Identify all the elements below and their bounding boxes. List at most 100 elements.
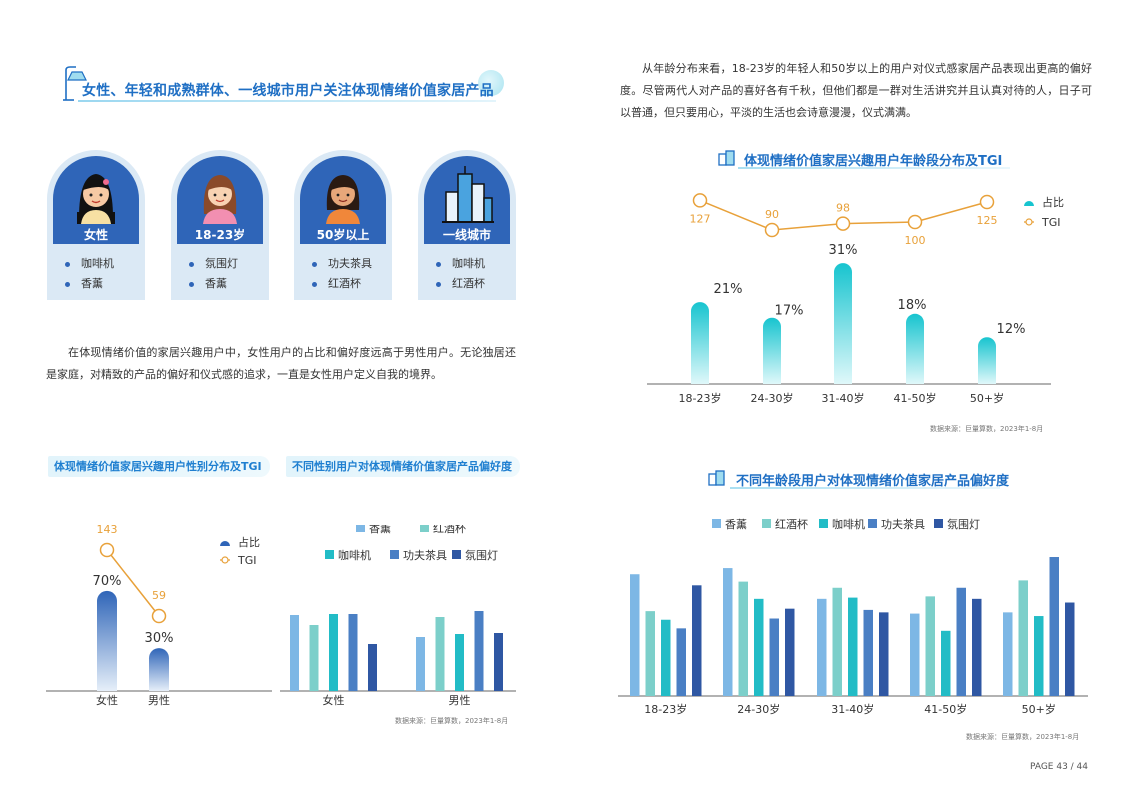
preference-bar: [630, 574, 640, 696]
left-paragraph: 在体现情绪价值的家居兴趣用户中，女性用户的占比和偏好度远高于男性用户。无论独居还…: [46, 346, 516, 381]
x-tick-label: 31-40岁: [831, 702, 874, 716]
share-bar: [149, 648, 169, 691]
preference-bar: [348, 614, 358, 691]
legend-label: 香薰: [725, 517, 747, 531]
building-icon: [708, 470, 725, 486]
right-paragraph: 从年龄分布来看，18-23岁的年轻人和50岁以上的用户对仪式感家居产品表现出更高…: [620, 62, 1092, 119]
persona-name: 一线城市: [442, 228, 491, 242]
legend-label: 占比: [238, 535, 260, 549]
gender-share-chart: 70% 女性 30% 男性 143 59 占比 TGI: [46, 523, 272, 707]
preference-bar: [832, 587, 842, 696]
legend-label: TGI: [237, 554, 257, 567]
legend-label: 氛围灯: [947, 518, 980, 531]
x-tick-label: 41-50岁: [924, 702, 967, 716]
x-tick-label: 24-30岁: [751, 391, 794, 405]
title-underline: [78, 100, 496, 102]
tgi-line: [106, 549, 160, 617]
city-buildings-icon: [442, 166, 494, 223]
legend-swatch: [356, 525, 365, 532]
legend-tgi-swatch: [1025, 218, 1033, 226]
chart1-title: 体现情绪价值家居兴趣用户性别分布及TGI: [48, 456, 270, 477]
x-tick-label: 50+岁: [970, 391, 1004, 405]
persona-item: 红酒杯: [436, 274, 485, 294]
preference-bar: [661, 619, 671, 696]
share-bar: [691, 302, 709, 384]
persona-item: 香薰: [189, 274, 238, 294]
x-tick-label: 24-30岁: [737, 702, 780, 716]
x-tick-label: 女性: [96, 693, 118, 707]
persona-name: 18-23岁: [194, 228, 246, 242]
legend-swatch: [868, 519, 877, 528]
preference-bar: [785, 608, 795, 696]
legend-swatch: [390, 550, 399, 559]
legend-share-swatch: [1024, 201, 1034, 206]
left-source-note: 数据来源：巨量算数，2023年1-8月: [395, 717, 509, 725]
preference-bar: [368, 644, 377, 691]
right-source-note-bottom: 数据来源：巨量算数，2023年1-8月: [966, 733, 1080, 741]
preference-bar: [754, 598, 764, 696]
preference-bar: [455, 634, 464, 691]
legend-swatch: [452, 550, 461, 559]
x-tick-label: 41-50岁: [894, 391, 937, 405]
persona-item: 香薰: [65, 274, 114, 294]
legend-share-swatch: [220, 541, 230, 546]
preference-bar: [738, 581, 748, 696]
preference-bar: [817, 598, 827, 696]
tgi-point: [99, 542, 115, 558]
young-woman-avatar-icon: [203, 175, 237, 224]
tgi-label: 100: [905, 234, 926, 247]
data-label: 18%: [898, 298, 927, 313]
legend-label: 香薰: [369, 525, 391, 535]
preference-bar: [863, 609, 873, 696]
legend-label: 氛围灯: [465, 549, 498, 562]
x-tick-label: 男性: [449, 693, 471, 707]
preference-bar: [972, 598, 982, 696]
tgi-label: 125: [977, 214, 998, 227]
tgi-label: 143: [97, 523, 118, 536]
legend-swatch: [762, 519, 771, 528]
persona-card-tier1-city: 一线城市 咖啡机 红酒杯: [418, 150, 516, 300]
tgi-point: [151, 608, 167, 624]
x-tick-label: 18-23岁: [679, 391, 722, 405]
section-title: 女性、年轻和成熟群体、一线城市用户关注体现情绪价值家居产品: [82, 83, 494, 99]
legend-label: TGI: [1041, 216, 1061, 229]
data-label: 12%: [997, 322, 1026, 337]
legend-swatch: [934, 519, 943, 528]
share-bar: [834, 263, 852, 384]
persona-name: 50岁以上: [316, 228, 370, 242]
age-preference-chart: 18-23岁 24-30岁 31-40岁 41-50岁 50+岁 香薰 红酒杯 咖啡机 功夫茶具…: [618, 517, 1088, 716]
chart4-title: 不同年龄段用户对体现情绪价值家居产品偏好度: [736, 474, 1010, 489]
share-bar: [906, 313, 924, 384]
legend-label: 功夫茶具: [403, 549, 447, 562]
preference-bar: [848, 597, 858, 696]
preference-bar: [1049, 557, 1059, 696]
page-number: PAGE 43 / 44: [1029, 762, 1088, 772]
tgi-label: 127: [690, 212, 711, 225]
section-title-block: 女性、年轻和成熟群体、一线城市用户关注体现情绪价值家居产品: [62, 66, 504, 106]
female-avatar-icon: [77, 174, 115, 224]
legend-swatch: [819, 519, 828, 528]
share-bar: [978, 337, 996, 384]
persona-item: 咖啡机: [436, 254, 485, 274]
senior-woman-avatar-icon: [326, 175, 360, 224]
tgi-label: 90: [765, 208, 779, 221]
legend-label: 咖啡机: [832, 517, 865, 531]
preference-bar: [309, 625, 319, 691]
tgi-point: [692, 193, 708, 208]
preference-bar: [941, 630, 951, 696]
legend-swatch: [712, 519, 721, 528]
persona-card-female: 女性 咖啡机 香薰: [47, 150, 145, 300]
preference-bar: [474, 611, 484, 691]
chart2-title: 不同性别用户对体现情绪价值家居产品偏好度: [286, 456, 520, 477]
preference-bar: [769, 618, 779, 696]
share-bar: [97, 590, 117, 691]
preference-bar: [676, 628, 686, 696]
preference-bar: [416, 637, 425, 691]
persona-item: 功夫茶具: [312, 254, 372, 274]
data-label: 21%: [714, 282, 743, 297]
preference-bar: [956, 587, 966, 696]
preference-bar: [925, 596, 935, 696]
x-tick-label: 男性: [148, 693, 170, 707]
decor-bubble: [478, 70, 504, 96]
legend-label: 咖啡机: [338, 548, 371, 562]
